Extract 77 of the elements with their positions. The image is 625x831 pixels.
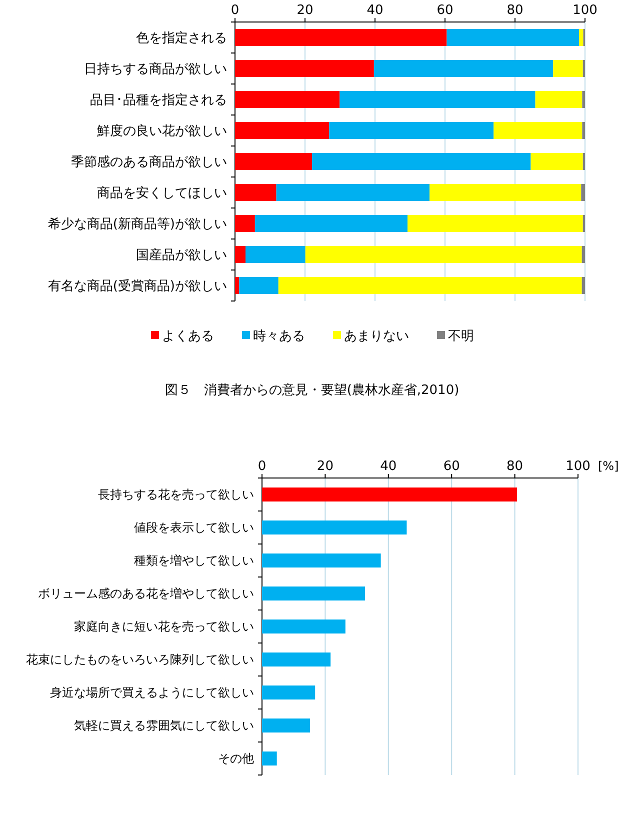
bar bbox=[239, 277, 278, 294]
caption: 図５ 消費者からの意見・要望(農林水産省,2010) bbox=[164, 382, 460, 398]
y-tick-label: 家庭向きに短い花を売って欲しい bbox=[74, 620, 254, 634]
bar bbox=[312, 153, 531, 170]
y-tick-label: ボリューム感のある花を増やして欲しい bbox=[38, 586, 254, 601]
x-axis-title: [%] bbox=[598, 459, 619, 473]
x-tick-label: 100 bbox=[572, 3, 598, 18]
x-tick-label: 80 bbox=[506, 459, 524, 474]
bar bbox=[278, 277, 582, 294]
bar bbox=[305, 246, 582, 263]
bar bbox=[254, 215, 408, 232]
x-tick-label: 100 bbox=[566, 459, 590, 474]
legend-label: よくある bbox=[162, 329, 214, 344]
y-tick-label: 日持ちする商品が欲しい bbox=[84, 62, 227, 78]
legend-label: 不明 bbox=[448, 329, 474, 344]
y-tick-label: 花束にしたものをいろいろ陳列して欲しい bbox=[26, 652, 254, 667]
bar bbox=[262, 520, 407, 534]
x-tick-label: 80 bbox=[506, 3, 524, 18]
x-tick-label: 40 bbox=[366, 3, 384, 18]
x-tick-label: 0 bbox=[258, 459, 266, 474]
bar bbox=[235, 184, 276, 201]
y-tick-label: 値段を表示して欲しい bbox=[134, 520, 254, 535]
bar bbox=[235, 246, 246, 263]
y-tick-label: 国産品が欲しい bbox=[136, 247, 227, 264]
x-tick-label: 40 bbox=[380, 459, 397, 474]
bar bbox=[262, 718, 310, 732]
y-tick-label: 品目･品種を指定される bbox=[90, 93, 227, 108]
y-tick-label: 希少な商品(新商品等)が欲しい bbox=[48, 217, 227, 232]
y-tick-label: 色を指定される bbox=[136, 31, 227, 46]
bar bbox=[235, 60, 374, 77]
bar bbox=[530, 153, 583, 170]
bar bbox=[582, 246, 585, 263]
bar bbox=[446, 29, 580, 46]
bar bbox=[276, 184, 430, 201]
bar bbox=[535, 91, 582, 108]
y-tick-label: 長持ちする花を売って欲しい bbox=[98, 488, 254, 502]
y-tick-label: 季節感のある商品が欲しい bbox=[71, 155, 227, 170]
bar bbox=[408, 215, 583, 232]
bar bbox=[262, 652, 331, 666]
x-tick-label: 20 bbox=[296, 3, 314, 18]
bar bbox=[430, 184, 582, 201]
y-tick-label: その他 bbox=[218, 752, 254, 766]
bar bbox=[582, 277, 585, 294]
x-tick-label: 60 bbox=[436, 3, 454, 18]
bar bbox=[235, 91, 340, 108]
bar bbox=[235, 122, 330, 139]
bar bbox=[494, 122, 582, 139]
bar bbox=[246, 246, 306, 263]
bar bbox=[262, 686, 316, 700]
y-tick-label: 有名な商品(受賞商品)が欲しい bbox=[48, 279, 227, 294]
y-tick-label: 身近な場所で買えるようにして欲しい bbox=[50, 686, 254, 700]
x-tick-label: 60 bbox=[443, 459, 460, 474]
bar bbox=[374, 60, 554, 77]
bar bbox=[582, 91, 585, 108]
x-tick-label: 20 bbox=[316, 459, 334, 474]
x-tick-label: 0 bbox=[230, 3, 240, 18]
y-tick-label: 種類を増やして欲しい bbox=[134, 554, 254, 568]
y-tick-label: 鮮度の良い花が欲しい bbox=[97, 123, 227, 140]
bar bbox=[262, 752, 277, 766]
bar bbox=[235, 153, 312, 170]
bar bbox=[262, 620, 346, 634]
bar bbox=[581, 184, 585, 201]
bar bbox=[262, 554, 381, 568]
bar bbox=[235, 215, 255, 232]
bar bbox=[235, 277, 240, 294]
y-tick-label: 気軽に買える雰囲気にして欲しい bbox=[74, 718, 254, 733]
legend-label: あまりない bbox=[344, 329, 409, 344]
bar bbox=[329, 122, 494, 139]
legend-label: 時々ある bbox=[253, 329, 305, 344]
bar bbox=[553, 60, 583, 77]
bar bbox=[235, 29, 447, 46]
bar bbox=[582, 122, 585, 139]
bar bbox=[262, 488, 518, 502]
bar bbox=[579, 29, 584, 46]
bar bbox=[340, 91, 536, 108]
y-tick-label: 商品を安くしてほしい bbox=[97, 185, 227, 202]
bar bbox=[262, 586, 366, 600]
